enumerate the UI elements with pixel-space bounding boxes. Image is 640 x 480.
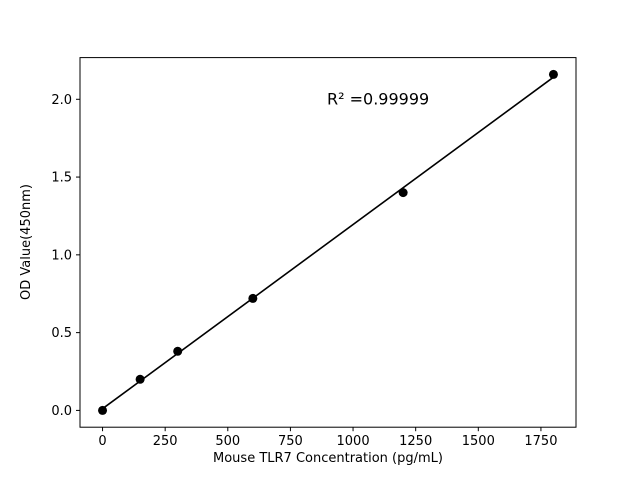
x-axis-label: Mouse TLR7 Concentration (pg/mL) (213, 451, 443, 466)
data-point (98, 405, 108, 415)
y-axis-label: OD Value(450nm) (19, 184, 34, 300)
x-tick-label: 750 (278, 434, 303, 449)
x-tick-label: 0 (98, 434, 106, 449)
y-tick-label: 0.5 (51, 326, 72, 341)
data-point (248, 293, 258, 303)
x-tick-label: 1750 (524, 434, 557, 449)
x-tick-label: 1000 (337, 434, 370, 449)
fit-line (101, 76, 555, 410)
data-point (173, 346, 183, 356)
y-tick-label: 1.5 (51, 171, 72, 186)
y-tick-label: 1.0 (51, 248, 72, 263)
data-point (398, 188, 408, 198)
r-squared-annotation: R² =0.99999 (327, 89, 429, 108)
data-point (135, 374, 145, 384)
x-tick-label: 1500 (462, 434, 495, 449)
x-tick-label: 250 (153, 434, 178, 449)
y-tick-label: 2.0 (51, 93, 72, 108)
x-tick-label: 500 (215, 434, 240, 449)
x-tick-label: 1250 (399, 434, 432, 449)
y-tick-label: 0.0 (51, 404, 72, 419)
plot-frame (79, 57, 577, 428)
data-point (548, 69, 558, 79)
